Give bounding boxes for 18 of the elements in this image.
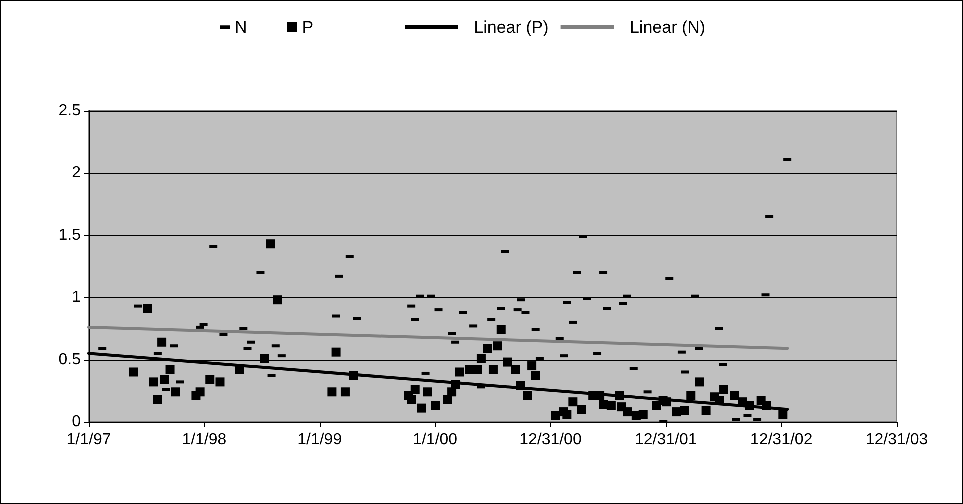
legend-label: Linear (P)	[474, 18, 549, 37]
x-tick-label: 12/31/00	[520, 432, 582, 448]
y-tick-label: 2	[72, 164, 82, 182]
legend-label: N	[235, 18, 248, 37]
x-tick-label: 1/1/00	[413, 432, 458, 448]
x-tick-label: 1/1/99	[298, 432, 342, 448]
legend-label: Linear (N)	[630, 18, 706, 37]
y-tick-label: 1	[72, 289, 82, 306]
legend-label: P	[302, 18, 314, 37]
y-tick-label: 0.5	[58, 351, 82, 368]
y-tick-label: 0	[72, 414, 82, 430]
y-tick-label: 1.5	[58, 226, 82, 244]
x-tick-label: 12/31/01	[635, 432, 698, 448]
x-tick-label: 12/31/02	[750, 432, 813, 448]
x-tick-label: 1/1/98	[182, 432, 227, 448]
x-tick-label: 1/1/97	[66, 432, 112, 448]
x-tick-label: 12/31/03	[866, 432, 928, 448]
y-tick-label: 2.5	[58, 102, 82, 120]
